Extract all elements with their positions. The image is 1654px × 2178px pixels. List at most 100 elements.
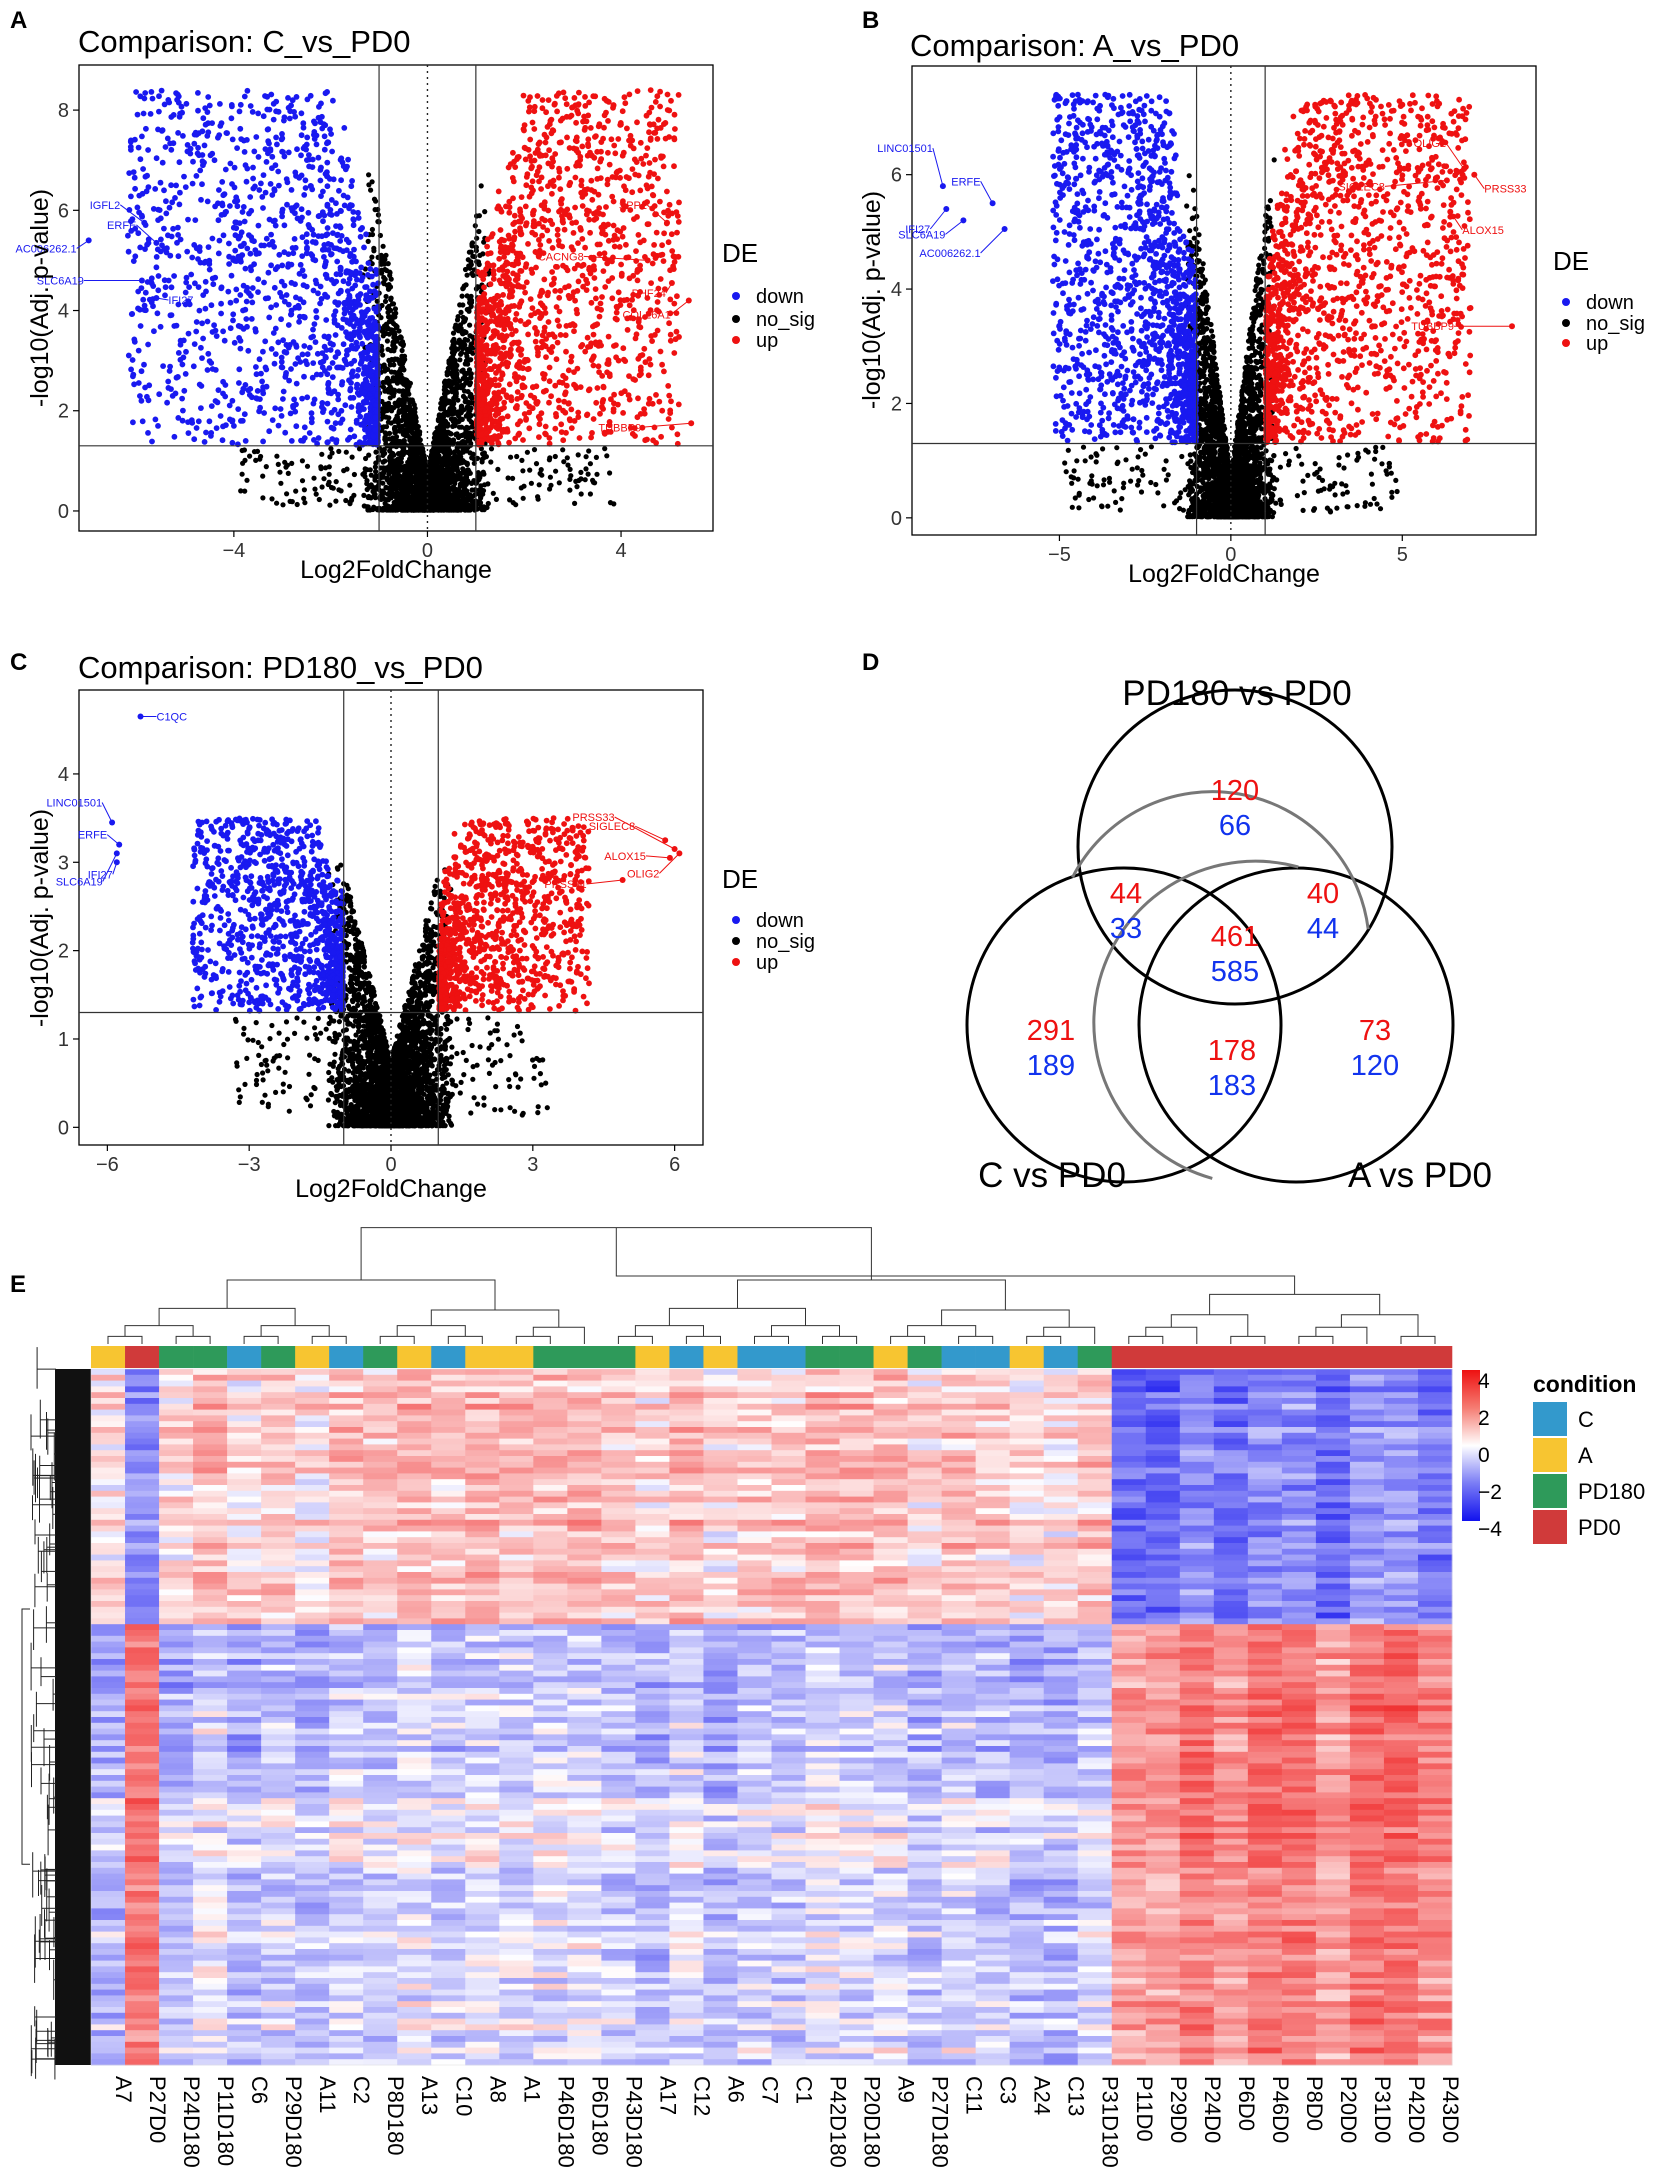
no_sig-point — [419, 443, 424, 448]
down-point — [349, 371, 355, 377]
down-point — [164, 400, 170, 406]
down-point — [195, 145, 201, 151]
down-point — [248, 251, 254, 257]
no_sig-point — [402, 392, 407, 397]
no_sig-point — [463, 380, 468, 385]
down-point — [242, 219, 248, 225]
no_sig-point — [468, 344, 473, 349]
no_sig-point — [398, 474, 403, 479]
down-point — [289, 280, 295, 286]
down-point — [285, 179, 291, 185]
no_sig-point — [403, 433, 408, 438]
down-point — [229, 273, 235, 279]
down-point — [270, 218, 276, 224]
up-point — [676, 402, 682, 408]
no_sig-point — [480, 251, 485, 256]
down-point — [273, 162, 279, 168]
down-point — [226, 241, 232, 247]
up-point — [572, 95, 578, 101]
no_sig-point — [436, 434, 441, 439]
down-point — [369, 295, 375, 301]
up-point — [576, 279, 582, 285]
up-point — [619, 271, 625, 277]
up-point — [641, 346, 647, 352]
down-point — [175, 130, 181, 136]
no_sig-point — [468, 441, 473, 446]
up-point — [618, 390, 624, 396]
down-point — [282, 430, 288, 436]
panel-label-c: C — [10, 649, 27, 676]
up-point — [556, 398, 562, 404]
no_sig-point — [465, 507, 470, 512]
down-point — [313, 339, 319, 345]
down-point — [205, 94, 211, 100]
up-point — [674, 230, 680, 236]
down-point — [280, 396, 286, 402]
down-point — [203, 306, 209, 312]
down-point — [200, 158, 206, 164]
down-point — [272, 188, 278, 194]
no_sig-point — [482, 209, 487, 214]
down-point — [260, 439, 266, 445]
no_sig-point — [409, 456, 414, 461]
down-point — [279, 131, 285, 137]
down-point — [140, 418, 146, 424]
no_sig-point — [461, 319, 466, 324]
down-point — [299, 110, 305, 116]
no_sig-point — [473, 492, 478, 497]
down-point — [276, 252, 282, 258]
no_sig-point — [388, 348, 393, 353]
up-point — [593, 296, 599, 302]
no_sig-point — [390, 343, 395, 348]
up-point — [539, 216, 545, 222]
up-point — [633, 248, 639, 254]
down-point — [173, 391, 179, 397]
no_sig-point — [402, 381, 407, 386]
down-point — [311, 437, 317, 443]
down-point — [220, 379, 226, 385]
no_sig-point — [396, 451, 401, 456]
down-point — [267, 107, 273, 113]
down-point — [363, 231, 369, 237]
down-point — [300, 314, 306, 320]
no_sig-point — [469, 419, 474, 424]
down-point — [323, 232, 329, 238]
down-point — [163, 198, 169, 204]
down-point — [303, 147, 309, 153]
down-point — [237, 220, 243, 226]
no_sig-point — [413, 484, 418, 489]
no_sig-point — [400, 365, 405, 370]
no_sig-point — [481, 472, 486, 477]
up-point — [523, 261, 529, 267]
down-point — [324, 347, 330, 353]
down-point — [155, 217, 161, 223]
panel-label-d: D — [862, 649, 879, 676]
up-point — [615, 169, 621, 175]
no_sig-point — [411, 450, 416, 455]
down-point — [299, 206, 305, 212]
no_sig-point — [383, 277, 388, 282]
down-point — [251, 149, 257, 155]
down-point — [294, 146, 300, 152]
down-point — [282, 283, 288, 289]
no_sig-point — [373, 450, 378, 455]
down-point — [369, 368, 375, 374]
down-point — [173, 183, 179, 189]
no_sig-point — [391, 453, 396, 458]
up-point — [563, 375, 569, 381]
down-point — [306, 152, 312, 158]
down-point — [322, 133, 328, 139]
no_sig-point — [467, 492, 472, 497]
up-point — [564, 207, 570, 213]
up-point — [603, 110, 609, 116]
up-point — [638, 156, 644, 162]
down-point — [137, 393, 143, 399]
down-point — [348, 271, 354, 277]
down-point — [266, 141, 272, 147]
up-point — [636, 232, 642, 238]
up-point — [548, 393, 554, 399]
down-point — [179, 396, 185, 402]
up-point — [537, 421, 543, 427]
up-point — [601, 125, 607, 131]
down-point — [341, 341, 347, 347]
